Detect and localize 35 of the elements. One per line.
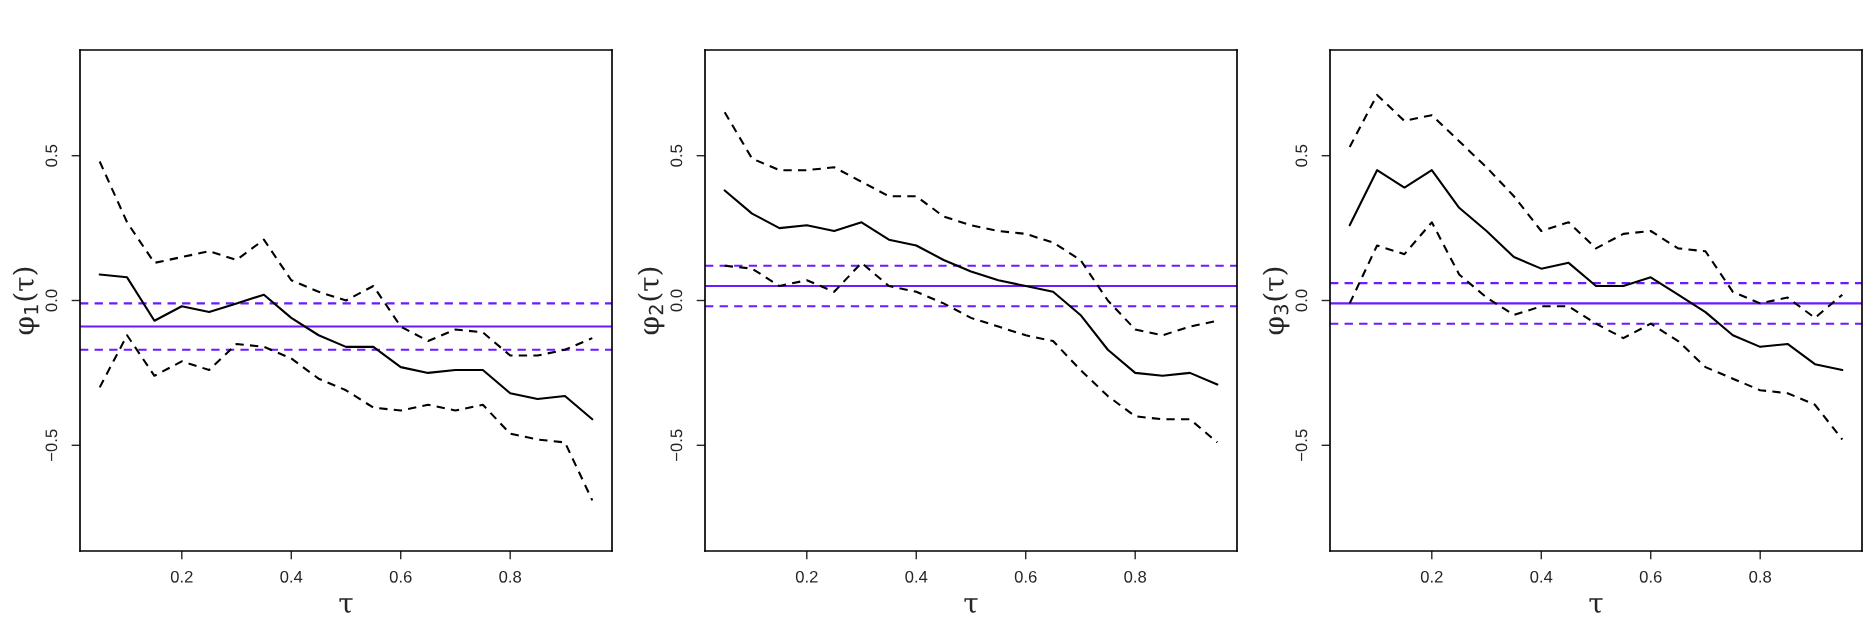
- x-axis-title: τ: [339, 598, 353, 613]
- line-series: [98, 273, 594, 421]
- line-series: [1348, 221, 1844, 441]
- y-axis-title: φ$_{2}$(τ): [637, 267, 665, 335]
- y-axis-title: φ$_{1}$(τ): [12, 267, 40, 335]
- x-axis-title: τ: [964, 598, 978, 613]
- x-tick-label: 0.2: [1420, 570, 1443, 583]
- x-tick-label: 0.6: [389, 570, 412, 583]
- line-series: [1348, 93, 1844, 319]
- x-tick-label: 0.2: [795, 570, 818, 583]
- line-series: [723, 261, 1219, 444]
- y-tick-label: −0.5: [1295, 429, 1308, 461]
- x-axis-title: τ: [1589, 598, 1603, 613]
- x-tick-label: 0.8: [1124, 570, 1147, 583]
- line-series: [1348, 169, 1844, 372]
- line-series: [723, 189, 1219, 386]
- y-tick-label: −0.5: [45, 429, 58, 461]
- y-tick-label: 0.5: [45, 144, 58, 167]
- line-series: [98, 334, 594, 502]
- x-tick-label: 0.8: [1749, 570, 1772, 583]
- y-tick-label: 0.0: [670, 289, 683, 312]
- y-tick-label: 0.0: [1295, 289, 1308, 312]
- x-tick-label: 0.6: [1014, 570, 1037, 583]
- x-tick-label: 0.4: [280, 570, 303, 583]
- y-tick-label: 0.0: [45, 289, 58, 312]
- line-series: [98, 160, 594, 357]
- x-tick-label: 0.2: [170, 570, 193, 583]
- x-tick-label: 0.4: [1530, 570, 1553, 583]
- y-tick-label: 0.5: [1295, 144, 1308, 167]
- y-tick-label: 0.5: [670, 144, 683, 167]
- y-axis-title: φ$_{3}$(τ): [1262, 267, 1290, 335]
- x-tick-label: 0.4: [905, 570, 928, 583]
- y-tick-label: −0.5: [670, 429, 683, 461]
- x-tick-label: 0.8: [499, 570, 522, 583]
- x-tick-label: 0.6: [1639, 570, 1662, 583]
